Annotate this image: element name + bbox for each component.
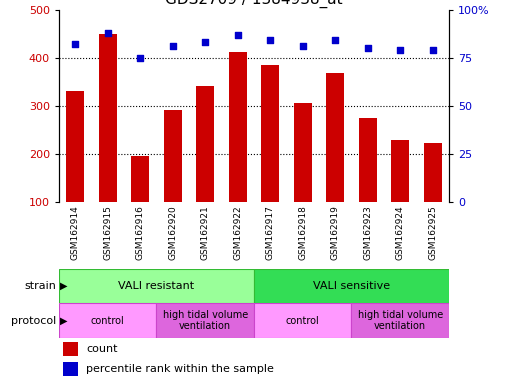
Text: percentile rank within the sample: percentile rank within the sample bbox=[86, 364, 274, 374]
Bar bbox=[196, 86, 214, 202]
Point bbox=[233, 31, 242, 38]
Text: VALI resistant: VALI resistant bbox=[119, 281, 194, 291]
Text: ▶: ▶ bbox=[60, 316, 68, 326]
Bar bbox=[351, 303, 449, 338]
Point bbox=[104, 30, 112, 36]
Text: count: count bbox=[86, 344, 118, 354]
Text: ▶: ▶ bbox=[60, 281, 68, 291]
Bar bbox=[359, 118, 377, 202]
Text: GSM162915: GSM162915 bbox=[103, 205, 112, 260]
Text: GSM162916: GSM162916 bbox=[136, 205, 145, 260]
Bar bbox=[156, 303, 254, 338]
Point bbox=[299, 43, 307, 49]
Point bbox=[428, 47, 437, 53]
Text: GSM162923: GSM162923 bbox=[363, 205, 372, 260]
Text: protocol: protocol bbox=[11, 316, 56, 326]
Text: high tidal volume
ventilation: high tidal volume ventilation bbox=[358, 310, 443, 331]
Point bbox=[331, 37, 339, 43]
Text: GSM162921: GSM162921 bbox=[201, 205, 210, 260]
Bar bbox=[254, 303, 351, 338]
Bar bbox=[391, 140, 409, 202]
Point bbox=[71, 41, 80, 47]
Bar bbox=[261, 65, 279, 202]
Bar bbox=[59, 269, 254, 303]
Bar bbox=[294, 103, 311, 202]
Text: GSM162920: GSM162920 bbox=[168, 205, 177, 260]
Text: strain: strain bbox=[25, 281, 56, 291]
Bar bbox=[131, 156, 149, 202]
Bar bbox=[63, 362, 78, 376]
Text: control: control bbox=[286, 316, 320, 326]
Bar bbox=[164, 111, 182, 202]
Bar bbox=[254, 269, 449, 303]
Text: GSM162914: GSM162914 bbox=[71, 205, 80, 260]
Text: GSM162917: GSM162917 bbox=[266, 205, 274, 260]
Bar bbox=[66, 91, 84, 202]
Bar bbox=[59, 303, 156, 338]
Text: GSM162922: GSM162922 bbox=[233, 205, 242, 260]
Point bbox=[396, 47, 404, 53]
Text: VALI sensitive: VALI sensitive bbox=[313, 281, 390, 291]
Text: GSM162919: GSM162919 bbox=[331, 205, 340, 260]
Point bbox=[201, 39, 209, 45]
Text: GSM162925: GSM162925 bbox=[428, 205, 437, 260]
Title: GDS2709 / 1384938_at: GDS2709 / 1384938_at bbox=[165, 0, 343, 8]
Text: high tidal volume
ventilation: high tidal volume ventilation bbox=[163, 310, 248, 331]
Bar bbox=[63, 342, 78, 356]
Point bbox=[136, 55, 144, 61]
Point bbox=[169, 43, 177, 49]
Bar bbox=[99, 34, 116, 202]
Text: GSM162924: GSM162924 bbox=[396, 205, 405, 260]
Bar bbox=[229, 52, 247, 202]
Point bbox=[364, 45, 372, 51]
Bar bbox=[326, 73, 344, 202]
Text: GSM162918: GSM162918 bbox=[298, 205, 307, 260]
Point bbox=[266, 37, 274, 43]
Bar bbox=[424, 143, 442, 202]
Text: control: control bbox=[91, 316, 125, 326]
